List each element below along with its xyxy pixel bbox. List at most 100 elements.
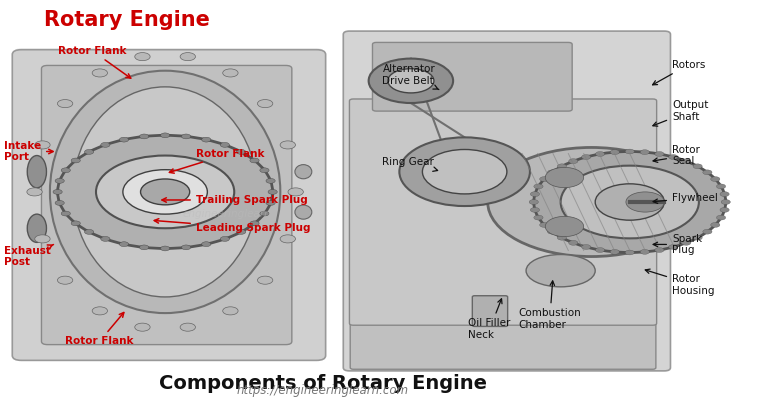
FancyBboxPatch shape [343, 31, 670, 371]
Circle shape [96, 156, 234, 228]
Circle shape [581, 155, 591, 160]
Circle shape [280, 141, 296, 149]
Ellipse shape [73, 87, 257, 297]
Ellipse shape [50, 71, 280, 313]
Text: Leading Spark Plug: Leading Spark Plug [154, 219, 310, 233]
Circle shape [720, 191, 729, 196]
Circle shape [35, 141, 50, 149]
Circle shape [710, 223, 720, 227]
Circle shape [257, 276, 273, 284]
Circle shape [561, 166, 699, 238]
Circle shape [595, 248, 604, 252]
Circle shape [626, 192, 664, 212]
Circle shape [250, 158, 259, 163]
Circle shape [61, 211, 71, 216]
Circle shape [703, 229, 712, 234]
Text: Ring Gear: Ring Gear [382, 157, 438, 171]
Circle shape [161, 133, 170, 138]
Circle shape [581, 244, 591, 249]
FancyBboxPatch shape [350, 320, 656, 369]
Circle shape [71, 221, 81, 226]
Circle shape [569, 159, 578, 164]
Circle shape [610, 249, 619, 254]
Circle shape [250, 221, 259, 226]
Circle shape [529, 200, 538, 204]
Text: Oil Filler
Neck: Oil Filler Neck [468, 299, 511, 340]
Ellipse shape [295, 205, 312, 219]
Ellipse shape [526, 255, 595, 287]
Ellipse shape [295, 164, 312, 179]
Circle shape [717, 215, 726, 220]
Text: Components of Rotary Engine: Components of Rotary Engine [158, 374, 487, 393]
Circle shape [558, 235, 567, 240]
Circle shape [58, 276, 73, 284]
Circle shape [35, 235, 50, 243]
Circle shape [223, 69, 238, 77]
Circle shape [237, 229, 246, 234]
Circle shape [180, 53, 196, 61]
Circle shape [27, 188, 42, 196]
Circle shape [641, 150, 650, 155]
Circle shape [119, 137, 128, 142]
Text: Combustion
Chamber: Combustion Chamber [518, 281, 581, 330]
Circle shape [655, 152, 664, 156]
Circle shape [237, 149, 246, 154]
Circle shape [625, 149, 634, 154]
Circle shape [721, 200, 730, 204]
Circle shape [140, 134, 149, 139]
Circle shape [545, 167, 584, 187]
Circle shape [548, 229, 557, 234]
Circle shape [595, 152, 604, 156]
Circle shape [260, 211, 269, 216]
Circle shape [101, 236, 110, 241]
Circle shape [681, 159, 690, 164]
Text: Rotors: Rotors [653, 60, 705, 85]
Circle shape [531, 208, 540, 213]
Circle shape [161, 246, 170, 251]
Circle shape [545, 217, 584, 237]
Text: Rotary Engine: Rotary Engine [44, 10, 210, 30]
Circle shape [84, 149, 94, 154]
Circle shape [202, 137, 211, 142]
Text: Rotor Flank: Rotor Flank [170, 149, 264, 173]
Text: Rotor Flank: Rotor Flank [65, 312, 134, 346]
Text: Flywheel: Flywheel [653, 193, 718, 204]
Circle shape [717, 184, 726, 189]
Circle shape [280, 235, 296, 243]
Circle shape [710, 177, 720, 181]
Circle shape [202, 242, 211, 246]
Text: Intake
Port: Intake Port [4, 141, 53, 162]
Circle shape [548, 170, 557, 175]
Circle shape [720, 208, 729, 213]
FancyBboxPatch shape [349, 99, 657, 325]
Circle shape [119, 242, 128, 246]
Circle shape [257, 99, 273, 107]
Circle shape [58, 99, 73, 107]
Text: Alternator
Drive Belt: Alternator Drive Belt [382, 64, 439, 90]
Circle shape [388, 69, 434, 93]
Circle shape [422, 149, 507, 194]
Circle shape [266, 200, 275, 205]
FancyBboxPatch shape [472, 296, 508, 326]
Circle shape [55, 179, 65, 183]
Text: Exhaust
Post: Exhaust Post [4, 244, 54, 267]
Circle shape [534, 152, 726, 252]
Text: https://engineeringlearn.com: https://engineeringlearn.com [237, 384, 409, 397]
Circle shape [669, 244, 678, 249]
Circle shape [71, 158, 81, 163]
Circle shape [84, 229, 94, 234]
Circle shape [558, 164, 567, 169]
Circle shape [540, 223, 549, 227]
Circle shape [92, 69, 108, 77]
Circle shape [625, 250, 634, 255]
Ellipse shape [28, 156, 47, 188]
Text: Output
Shaft: Output Shaft [653, 100, 708, 126]
Circle shape [55, 200, 65, 205]
Circle shape [531, 191, 540, 196]
Circle shape [595, 184, 664, 220]
Circle shape [703, 170, 712, 175]
Circle shape [369, 59, 453, 103]
Circle shape [53, 189, 62, 194]
Text: Rotor
Housing: Rotor Housing [645, 269, 714, 296]
Circle shape [223, 307, 238, 315]
